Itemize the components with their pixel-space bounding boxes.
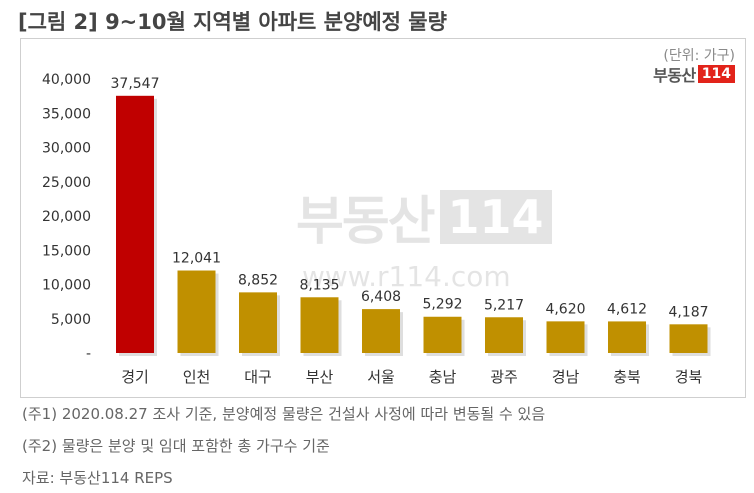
bar-value-label: 5,217 xyxy=(484,297,524,313)
source-note: 자료: 부동산114 REPS xyxy=(22,469,173,487)
bar-value-label: 4,187 xyxy=(668,304,708,320)
bar-value-label: 5,292 xyxy=(422,297,462,313)
bar-chart: - 5,000 10,000 15,000 20,000 25,000 30,000 35,0… xyxy=(42,72,711,386)
bar-value-label: 8,852 xyxy=(238,272,278,288)
y-tick-label: 35,000 xyxy=(42,106,91,122)
bar xyxy=(485,317,523,353)
bar xyxy=(300,297,339,353)
bar xyxy=(362,309,400,353)
category-label: 대구 xyxy=(244,368,272,386)
brand-logo: 부동산 114 xyxy=(653,63,735,85)
category-label: 충북 xyxy=(613,368,641,386)
category-label: 광주 xyxy=(490,368,518,386)
bar-value-label: 8,135 xyxy=(299,277,339,293)
bar-value-label: 37,547 xyxy=(111,76,160,92)
footnote-1: (주1) 2020.08.27 조사 기준, 분양예정 물량은 건설사 사정에 … xyxy=(22,405,546,423)
unit-label: (단위: 가구) xyxy=(663,48,735,64)
bar xyxy=(608,321,646,353)
bar-value-label: 4,620 xyxy=(545,301,585,317)
bar xyxy=(423,316,462,353)
y-tick-label: - xyxy=(86,346,91,362)
chart-panel: (단위: 가구) 부동산 114 부동산 114 www.r114.com -5… xyxy=(20,38,746,398)
logo-text: 부동산 xyxy=(653,66,696,85)
category-label: 경남 xyxy=(552,368,580,386)
category-label: 인천 xyxy=(183,368,211,386)
y-tick-label: 15,000 xyxy=(42,243,91,259)
category-label: 서울 xyxy=(367,368,395,386)
category-label: 충남 xyxy=(429,368,457,386)
bar xyxy=(116,95,154,354)
y-tick-label: 30,000 xyxy=(42,141,91,157)
bar xyxy=(239,292,277,353)
y-tick-label: 40,000 xyxy=(42,72,91,88)
bar-value-label: 4,612 xyxy=(607,301,647,317)
category-label: 부산 xyxy=(306,368,334,386)
bar-value-label: 6,408 xyxy=(361,289,401,305)
bar xyxy=(546,321,585,353)
footnote-2: (주2) 물량은 분양 및 임대 포함한 총 가구수 기준 xyxy=(22,437,330,455)
bar-value-label: 12,041 xyxy=(172,251,221,267)
logo-badge: 114 xyxy=(697,65,735,83)
y-tick-label: 20,000 xyxy=(42,209,91,225)
bar xyxy=(177,270,216,353)
category-label: 경북 xyxy=(675,368,703,386)
y-tick-label: 10,000 xyxy=(42,278,91,294)
y-tick-label: 5,000 xyxy=(51,312,91,328)
bar xyxy=(669,324,708,353)
y-tick-label: 25,000 xyxy=(42,175,91,191)
chart-title: [그림 2] 9~10월 지역별 아파트 분양예정 물량 xyxy=(18,10,447,34)
category-label: 경기 xyxy=(121,368,149,386)
